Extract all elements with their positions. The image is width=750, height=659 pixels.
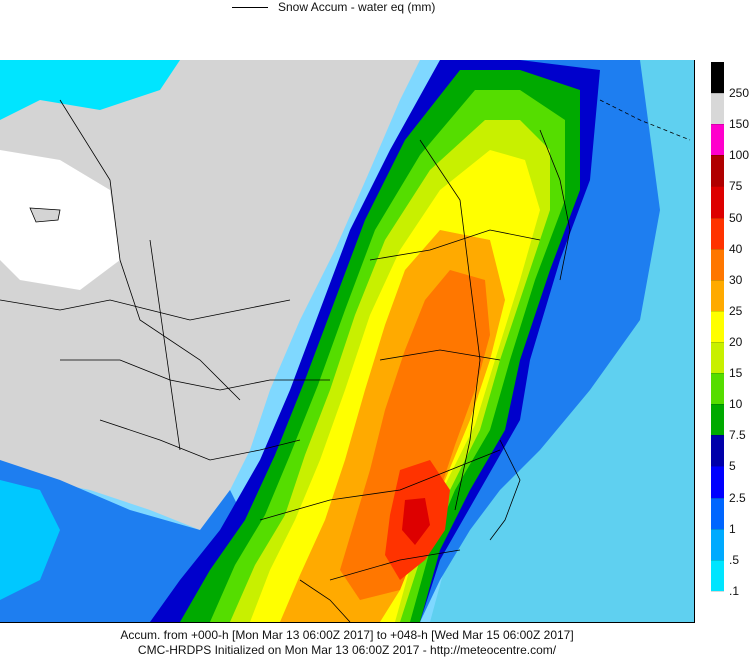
colorbar-swatch: [711, 217, 724, 250]
boundary-line: [149, 239, 181, 451]
boundary-line: [369, 229, 541, 261]
colorbar-label: 75: [729, 179, 743, 194]
footer-model-info: CMC-HRDPS Initialized on Mon Mar 13 06:0…: [137, 643, 557, 657]
colorbar-label: 150: [729, 117, 750, 132]
white-zone: [0, 150, 120, 290]
colorbar-swatch: [711, 466, 724, 499]
colorbar-swatch: [711, 342, 724, 375]
colorbar-label: 10: [729, 397, 743, 412]
colorbar-labels: 250 150 100 75 50 40 30 25 20 15 10 7.5 5 2.5 1 .5 .1: [729, 62, 750, 622]
colorbar-label: 7.5: [729, 428, 746, 443]
colorbar-label: 20: [729, 335, 743, 349]
colorbar-label: 50: [729, 210, 743, 225]
colorbar-label: 1: [729, 521, 736, 536]
swath-75mm: [402, 498, 430, 545]
series-legend: Snow Accum - water eq (mm): [232, 0, 435, 14]
maritime-boundary: [599, 99, 691, 141]
colorbar-label: 100: [729, 148, 750, 163]
boundary-line: [329, 549, 461, 581]
boundary-line: [379, 349, 501, 361]
colorbar-label: .5: [729, 552, 740, 567]
swath-40mm: [340, 270, 490, 600]
colorbar-swatch: [711, 155, 724, 188]
colorbar-swatch: [711, 93, 724, 126]
colorbar: [711, 62, 724, 623]
cyan-southwest: [0, 480, 60, 600]
colorbar-label: .1: [729, 583, 740, 598]
colorbar-swatch: [711, 373, 724, 406]
boundary-line: [299, 579, 351, 622]
lake-shape: [29, 207, 61, 223]
colorbar-label: 5: [729, 459, 736, 474]
colorbar-swatch: [711, 559, 724, 592]
political-boundaries: [0, 99, 571, 622]
boundary-line: [99, 419, 301, 461]
colorbar-label: 40: [729, 241, 743, 256]
boundary-line: [259, 449, 501, 521]
map-footer: Accum. from +000-h [Mon Mar 13 06:00Z 20…: [0, 628, 694, 658]
footer-accumulation-period: Accum. from +000-h [Mon Mar 13 06:00Z 20…: [120, 628, 574, 642]
colorbar-swatch: [711, 590, 724, 623]
colorbar-swatch: [711, 62, 724, 95]
colorbar-swatch: [711, 186, 724, 219]
colorbar-swatch: [711, 310, 724, 343]
colorbar-swatch: [711, 497, 724, 530]
colorbar-swatch: [711, 435, 724, 468]
colorbar-label: 25: [729, 303, 743, 318]
dashed-boundary: [599, 99, 691, 141]
colorbar-swatch: [711, 248, 724, 281]
colorbar-swatch: [711, 528, 724, 561]
coastline: [539, 129, 571, 281]
colorbar-swatch: [711, 124, 724, 157]
map-graphic: [0, 60, 694, 622]
boundary-line: [0, 299, 291, 321]
colorbar-swatch: [711, 404, 724, 437]
cyan-northwest: [0, 60, 180, 120]
precipitation-map: [0, 60, 695, 623]
colorbar-label: 250: [729, 86, 750, 101]
colorbar-swatch: [711, 279, 724, 312]
colorbar-label: 2.5: [729, 490, 746, 505]
colorbar-label: 15: [729, 366, 743, 381]
legend-line-swatch: [232, 6, 268, 8]
coastline: [489, 439, 521, 541]
grey-land-zone: [0, 60, 420, 530]
boundary-line: [60, 359, 330, 391]
boundary-line: [419, 139, 481, 511]
colorbar-label: 30: [729, 272, 743, 287]
legend-series-label: Snow Accum - water eq (mm): [278, 0, 436, 14]
boundary-line: [59, 99, 241, 401]
